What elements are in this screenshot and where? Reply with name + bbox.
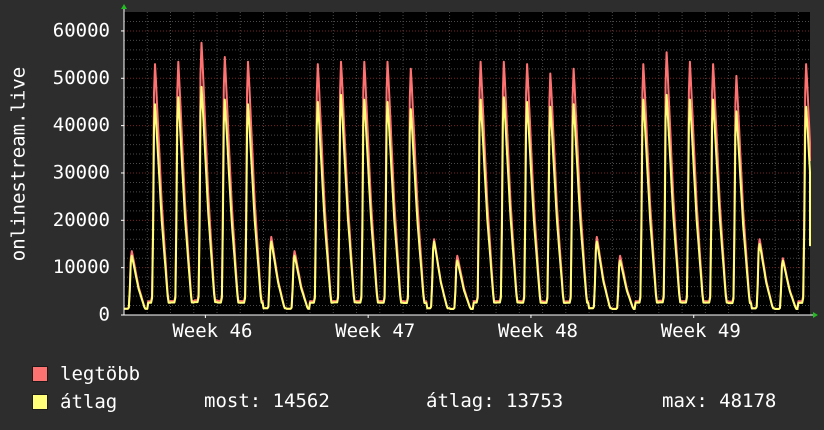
- stat-average-value: 13753: [506, 390, 564, 412]
- legend-item-avg: átlag: [32, 391, 117, 413]
- stat-average: átlag: 13753: [426, 390, 563, 412]
- stat-average-label: átlag:: [426, 390, 495, 412]
- stat-max: max: 48178: [662, 390, 776, 412]
- legend-label-max: legtöbb: [60, 363, 141, 385]
- y-tick-label: 0: [99, 304, 110, 326]
- legend-swatch-max: [32, 366, 48, 382]
- x-axis-arrow-icon: [813, 312, 818, 318]
- legend-swatch-avg: [32, 394, 48, 410]
- tick-labels: 0 10000 20000 30000 40000 50000 60000 Week 46 We…: [53, 19, 741, 342]
- y-tick-label: 40000: [53, 114, 110, 136]
- stat-current-label: most:: [204, 390, 262, 412]
- y-tick-label: 10000: [53, 256, 110, 278]
- y-axis-arrow-icon: [121, 4, 127, 9]
- x-tick-label: Week 46: [172, 320, 252, 342]
- stat-max-label: max:: [662, 390, 708, 412]
- series: [124, 41, 811, 310]
- legend-label-avg: átlag: [60, 391, 118, 413]
- stat-current-value: 14562: [272, 390, 330, 412]
- x-tick-label: Week 49: [661, 320, 741, 342]
- x-tick-label: Week 48: [498, 320, 578, 342]
- grid: [124, 12, 810, 315]
- legend-item-max: legtöbb: [32, 363, 140, 385]
- x-tick-label: Week 47: [335, 320, 415, 342]
- y-tick-label: 60000: [53, 19, 110, 41]
- y-tick-label: 30000: [53, 161, 110, 183]
- stat-current: most: 14562: [204, 390, 330, 412]
- y-axis-label: onlinestream.live: [8, 67, 30, 261]
- stat-max-value: 48178: [719, 390, 777, 412]
- y-tick-label: 50000: [53, 67, 110, 89]
- series-avg-line: [124, 85, 811, 310]
- axes: [121, 4, 818, 318]
- y-tick-label: 20000: [53, 209, 110, 231]
